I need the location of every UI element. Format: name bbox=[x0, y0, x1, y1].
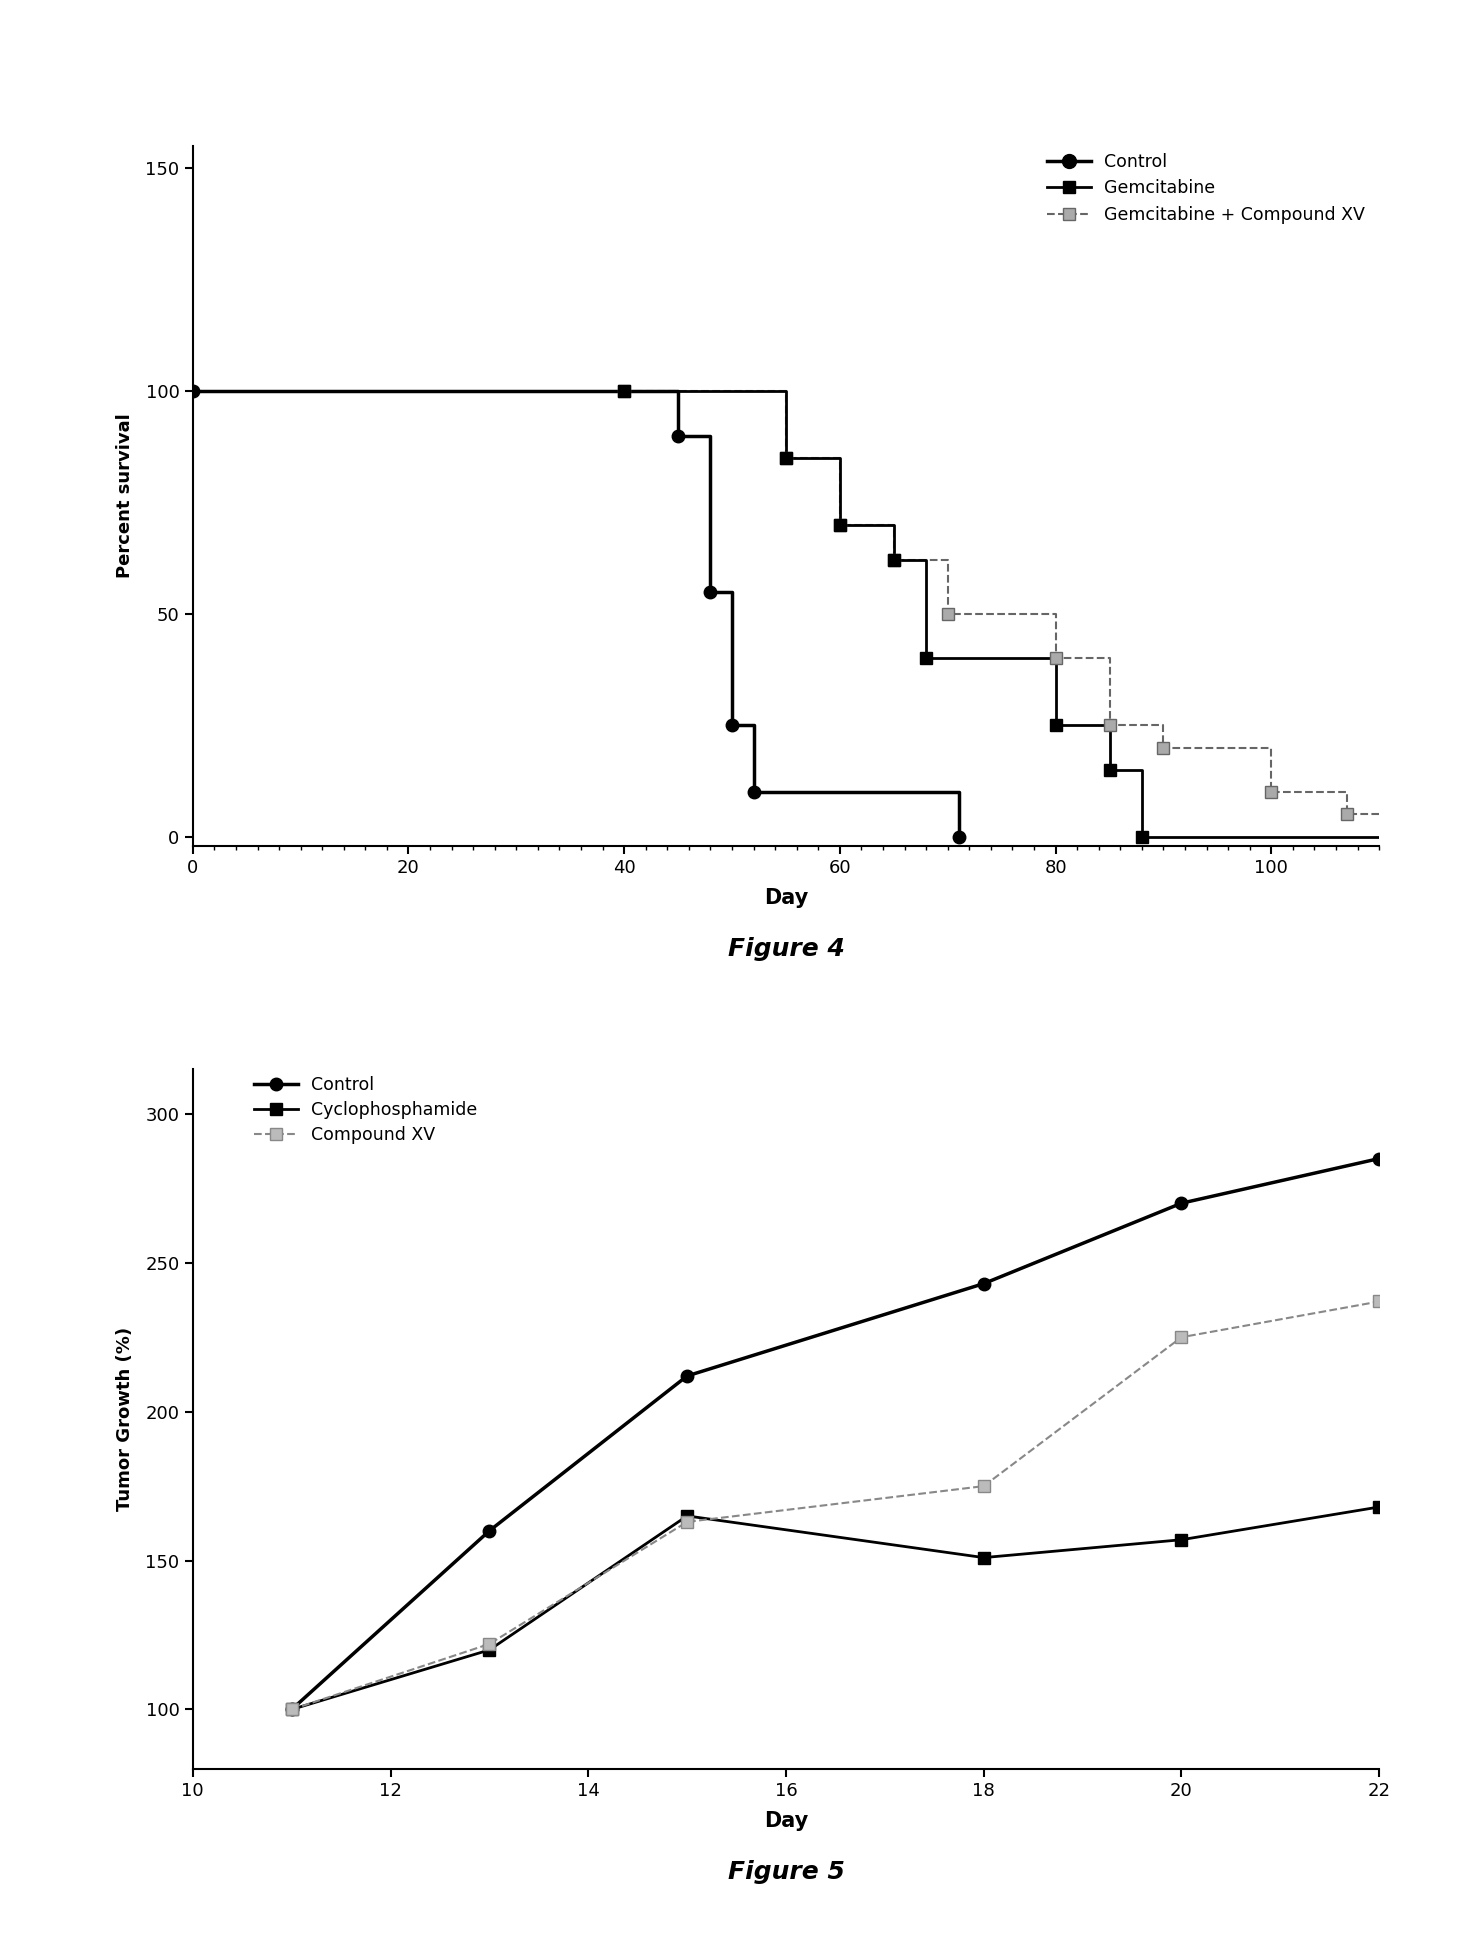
Line: Compound XV: Compound XV bbox=[286, 1297, 1385, 1715]
Text: Figure 4: Figure 4 bbox=[728, 937, 844, 960]
Compound XV bbox=[480, 1633, 498, 1656]
Y-axis label: Percent survival: Percent survival bbox=[116, 414, 135, 577]
Legend: Control, Cyclophosphamide, Compound XV: Control, Cyclophosphamide, Compound XV bbox=[249, 1071, 483, 1149]
Cyclophosphamide bbox=[1173, 1528, 1191, 1551]
Cyclophosphamide bbox=[283, 1697, 301, 1720]
Control bbox=[1173, 1192, 1191, 1215]
Control bbox=[480, 1518, 498, 1542]
Compound XV bbox=[1370, 1289, 1388, 1312]
Legend: Control, Gemcitabine, Gemcitabine + Compound XV: Control, Gemcitabine, Gemcitabine + Comp… bbox=[1043, 148, 1370, 229]
Compound XV bbox=[283, 1697, 301, 1720]
Cyclophosphamide bbox=[678, 1505, 696, 1528]
Cyclophosphamide bbox=[974, 1545, 992, 1569]
X-axis label: Day: Day bbox=[764, 888, 808, 908]
X-axis label: Day: Day bbox=[764, 1812, 808, 1831]
Compound XV bbox=[974, 1474, 992, 1497]
Control bbox=[283, 1697, 301, 1720]
Cyclophosphamide bbox=[480, 1639, 498, 1662]
Line: Control: Control bbox=[285, 1153, 1385, 1717]
Control bbox=[974, 1271, 992, 1295]
Y-axis label: Tumor Growth (%): Tumor Growth (%) bbox=[116, 1328, 135, 1510]
Control bbox=[1370, 1147, 1388, 1170]
Control bbox=[678, 1365, 696, 1388]
Compound XV bbox=[1173, 1326, 1191, 1349]
Compound XV bbox=[678, 1510, 696, 1534]
Text: Figure 5: Figure 5 bbox=[728, 1860, 844, 1884]
Line: Cyclophosphamide: Cyclophosphamide bbox=[286, 1501, 1385, 1715]
Cyclophosphamide bbox=[1370, 1495, 1388, 1518]
